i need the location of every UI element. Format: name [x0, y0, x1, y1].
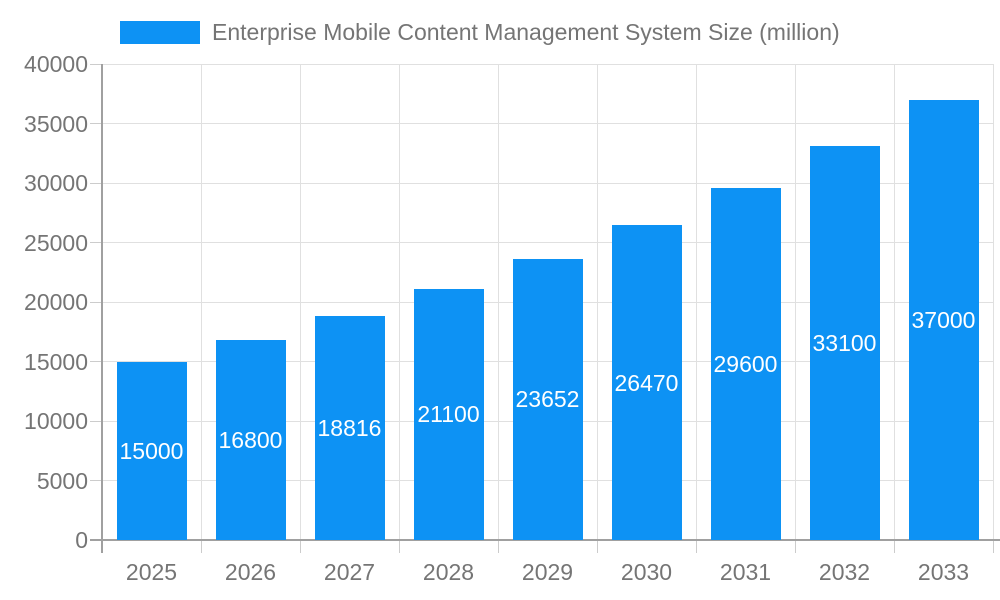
x-axis-line: [90, 539, 1000, 541]
v-gridline: [596, 64, 598, 540]
legend: Enterprise Mobile Content Management Sys…: [120, 20, 840, 44]
x-axis-label: 2027: [323, 559, 376, 585]
bar-2033: [908, 99, 979, 540]
y-axis-tick: [90, 63, 102, 65]
bar-2027: [314, 316, 385, 540]
y-axis-label: 25000: [24, 229, 88, 256]
bar-value-label: 26470: [614, 369, 679, 396]
x-axis-tick: [200, 540, 202, 553]
h-gridline: [102, 182, 993, 184]
y-axis-tick: [90, 361, 102, 362]
y-axis-label: 10000: [24, 408, 88, 434]
x-axis-tick: [992, 540, 994, 553]
bar-2026: [215, 340, 286, 540]
y-axis-label: 5000: [36, 467, 88, 494]
bar-value-label: 21100: [417, 401, 480, 428]
y-axis-label: 35000: [24, 110, 88, 137]
h-gridline: [102, 242, 993, 243]
x-axis-label: 2025: [125, 559, 178, 585]
y-axis-label: 15000: [24, 348, 88, 375]
h-gridline: [102, 63, 993, 65]
y-axis-line: [101, 64, 103, 553]
bar-2030: [611, 225, 682, 540]
bar-value-label: 15000: [119, 437, 184, 464]
y-axis-label: 0: [75, 527, 88, 553]
v-gridline: [497, 64, 499, 540]
y-axis-tick: [90, 182, 102, 184]
legend-swatch: [120, 20, 200, 44]
x-axis-label: 2032: [818, 559, 871, 585]
x-axis-label: 2028: [422, 559, 475, 585]
v-gridline: [893, 64, 895, 540]
bar-2028: [413, 288, 484, 540]
v-gridline: [794, 64, 796, 540]
x-axis-tick: [794, 540, 796, 553]
x-axis-tick: [299, 540, 301, 553]
bar-value-label: 23652: [515, 386, 580, 413]
legend-label: Enterprise Mobile Content Management Sys…: [212, 19, 840, 45]
x-axis-label: 2030: [620, 559, 673, 585]
v-gridline: [992, 64, 994, 540]
x-axis-label: 2033: [917, 559, 970, 585]
y-axis-tick: [90, 480, 102, 481]
x-axis-label: 2031: [719, 559, 772, 585]
x-axis-tick: [695, 540, 697, 553]
bar-value-label: 16800: [218, 427, 283, 454]
bar-value-label: 33100: [812, 330, 877, 357]
v-gridline: [299, 64, 301, 540]
v-gridline: [200, 64, 202, 540]
v-gridline: [398, 64, 400, 540]
bar-2029: [512, 258, 583, 540]
bar-2031: [710, 187, 781, 540]
x-axis-tick: [398, 540, 400, 553]
y-axis-tick: [90, 123, 102, 124]
x-axis-tick: [497, 540, 499, 553]
y-axis-tick: [90, 301, 102, 303]
h-gridline: [102, 123, 993, 124]
x-axis-tick: [893, 540, 895, 553]
y-axis-label: 30000: [24, 170, 88, 196]
bar-2025: [116, 361, 187, 540]
y-axis-tick: [90, 420, 102, 422]
bar-2032: [809, 146, 880, 540]
bar-value-label: 37000: [911, 306, 976, 333]
x-axis-tick: [596, 540, 598, 553]
bar-value-label: 18816: [317, 415, 382, 442]
y-axis-label: 20000: [24, 289, 88, 315]
y-axis-tick: [90, 242, 102, 243]
bar-value-label: 29600: [713, 350, 778, 377]
v-gridline: [695, 64, 697, 540]
y-axis-label: 40000: [24, 51, 88, 77]
x-axis-label: 2029: [521, 559, 574, 585]
x-axis-label: 2026: [224, 559, 277, 585]
